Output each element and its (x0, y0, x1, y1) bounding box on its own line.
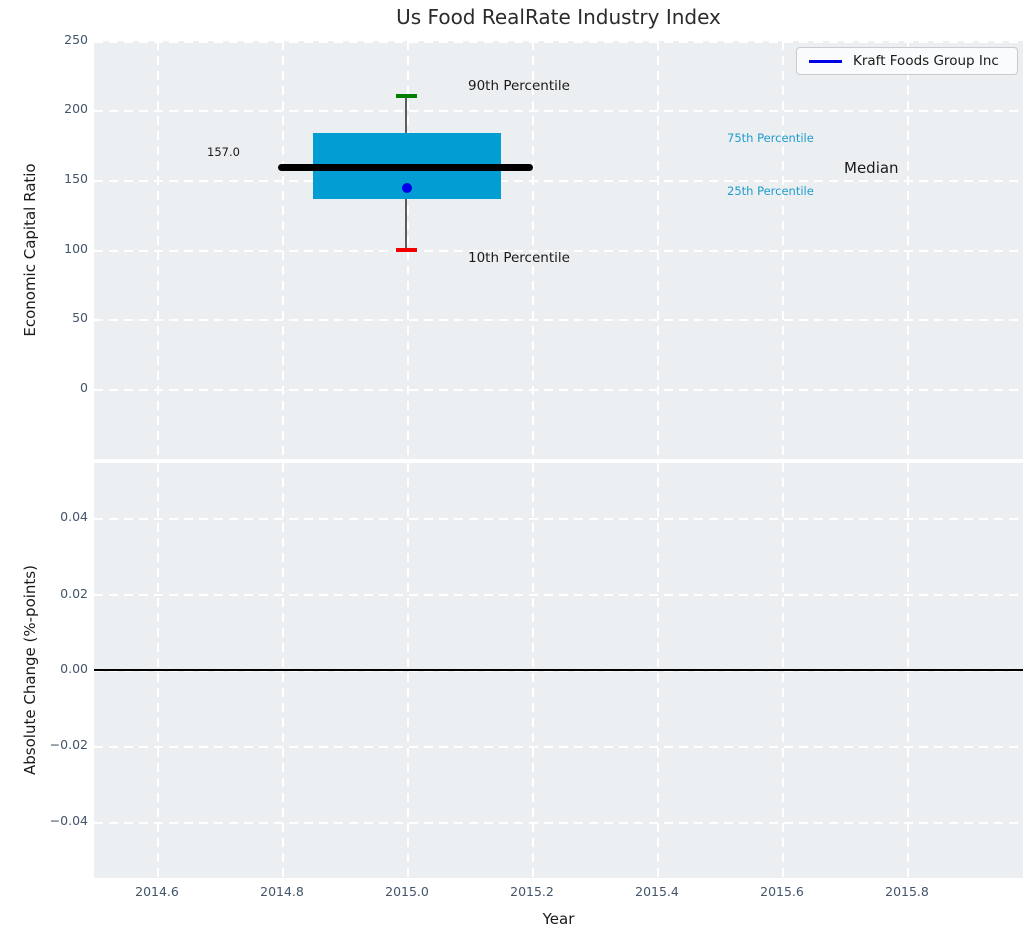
median-value-label: 157.0 (207, 145, 240, 159)
ytick-0.00: 0.00 (60, 661, 88, 676)
ytick--0.04: −0.04 (49, 813, 88, 828)
xtick-2015.2: 2015.2 (510, 884, 554, 899)
xtick-2015.4: 2015.4 (635, 884, 679, 899)
percentile-10-label: 10th Percentile (468, 250, 570, 266)
gridline-x-2015.2 (532, 41, 534, 459)
ytick-0: 0 (80, 380, 88, 395)
xtick-2015.0: 2015.0 (385, 884, 429, 899)
ytick-100: 100 (64, 241, 88, 256)
gridline-x-2014.6 (157, 41, 159, 459)
legend-line-sample (809, 59, 842, 63)
gridline-x-2015.6 (782, 41, 784, 459)
xtick-2015.8: 2015.8 (885, 884, 929, 899)
company-marker (402, 183, 412, 193)
ytick-200: 200 (64, 101, 88, 116)
chart-title: Us Food RealRate Industry Index (396, 5, 721, 29)
xtick-2014.8: 2014.8 (260, 884, 304, 899)
ytick-0.02: 0.02 (60, 586, 88, 601)
legend: Kraft Foods Group Inc (796, 47, 1018, 75)
gridline-y-0.02 (94, 594, 1023, 596)
gridline-y-0 (94, 389, 1023, 391)
gridline-y-150 (94, 180, 1023, 182)
gridline-x-2015.8 (907, 41, 909, 459)
zero-change-line (94, 669, 1023, 671)
gridline-y-200 (94, 110, 1023, 112)
gridline-y--0.02 (94, 746, 1023, 748)
percentile-90-label: 90th Percentile (468, 78, 570, 94)
xtick-2015.6: 2015.6 (760, 884, 804, 899)
percentile-90-cap (396, 94, 417, 98)
ytick-250: 250 (64, 32, 88, 47)
ytick-150: 150 (64, 171, 88, 186)
bottom-axes (94, 463, 1023, 878)
xtick-2014.6: 2014.6 (135, 884, 179, 899)
gridline-y--0.04 (94, 822, 1023, 824)
gridline-y-50 (94, 319, 1023, 321)
percentile-10-cap (396, 248, 417, 252)
gridline-y-250 (94, 41, 1023, 43)
ytick--0.02: −0.02 (49, 737, 88, 752)
gridline-y-100 (94, 250, 1023, 252)
x-axis-label: Year (542, 910, 575, 928)
legend-label: Kraft Foods Group Inc (853, 53, 999, 69)
percentile-25-label: 25th Percentile (727, 184, 814, 198)
ytick-50: 50 (72, 310, 88, 325)
gridline-y-0.04 (94, 518, 1023, 520)
gridline-y-0.00 (94, 670, 1023, 672)
median-line (278, 164, 533, 171)
ytick-0.04: 0.04 (60, 509, 88, 524)
gridline-x-2014.8 (282, 41, 284, 459)
percentile-75-label: 75th Percentile (727, 131, 814, 145)
gridline-x-2015.4 (657, 41, 659, 459)
median-label: Median (844, 159, 899, 177)
top-axes: 157.0 90th Percentile 10th Percentile 75… (94, 41, 1023, 459)
